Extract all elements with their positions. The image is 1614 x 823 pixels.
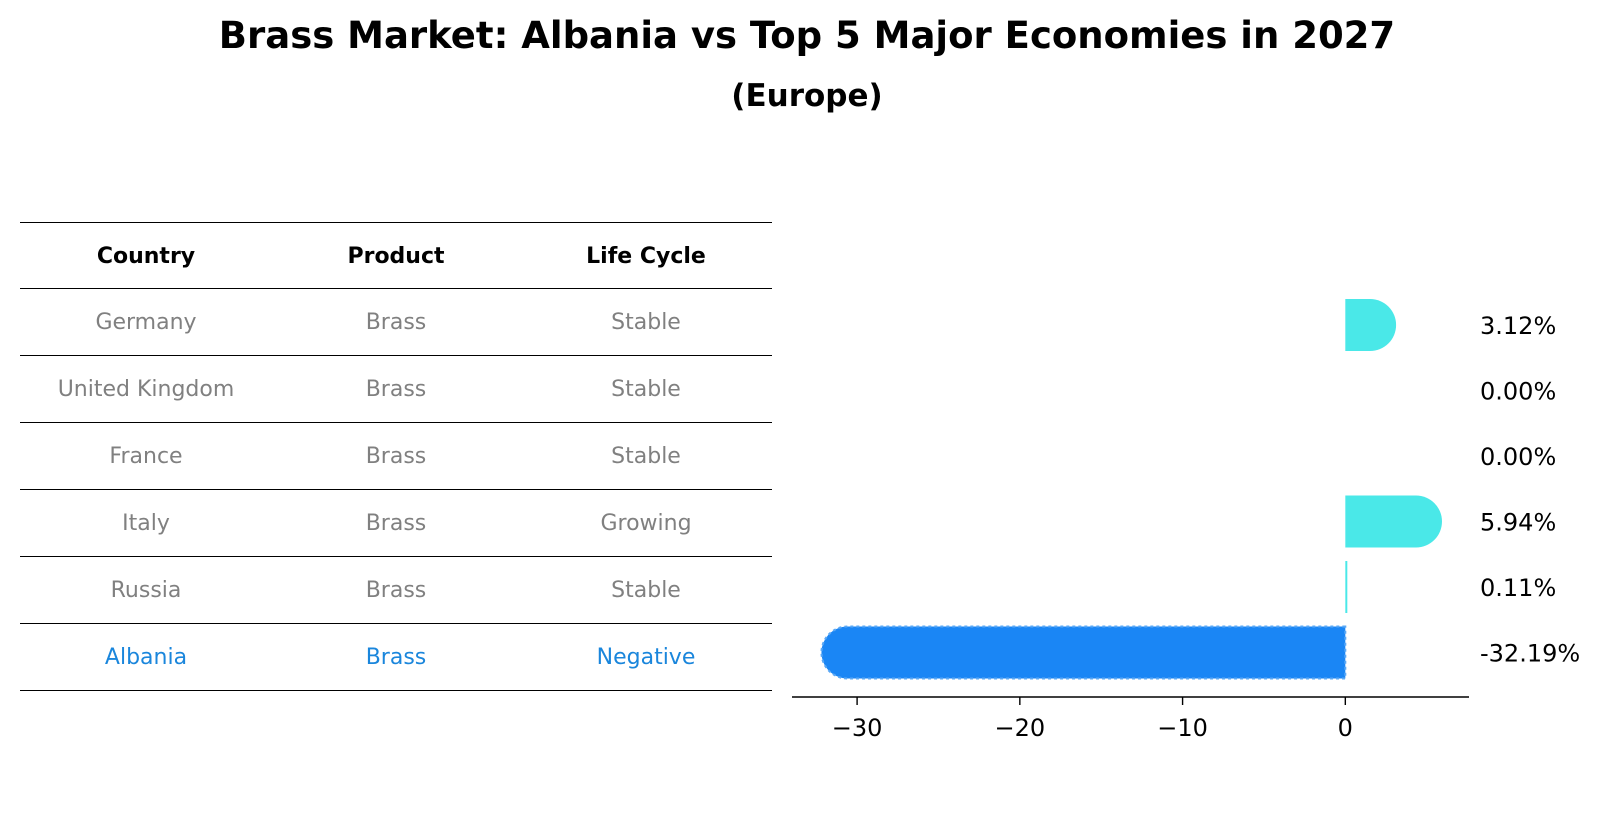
table-row: Germany Brass Stable: [20, 289, 772, 356]
x-tick-label: −10: [1157, 714, 1208, 742]
table-row: United Kingdom Brass Stable: [20, 356, 772, 423]
header-country: Country: [96, 244, 196, 269]
cell-product: Brass: [365, 377, 427, 402]
cell-product: Brass: [365, 511, 427, 536]
cell-product: Brass: [365, 578, 427, 603]
cell-country: Albania: [104, 645, 188, 670]
cell-life-cycle: Stable: [611, 377, 681, 402]
cell-country: France: [109, 444, 183, 469]
cell-country: Russia: [110, 578, 182, 603]
x-tick-label: −30: [832, 714, 883, 742]
table-row-highlighted: Albania Brass Negative: [20, 624, 772, 691]
data-label: 0.00%: [1480, 378, 1556, 406]
x-tick-label: −20: [995, 714, 1046, 742]
cell-product: Brass: [365, 310, 427, 335]
cell-life-cycle: Growing: [600, 511, 692, 536]
data-table: Country Product Life Cycle Germany Brass…: [20, 222, 772, 691]
cell-life-cycle: Stable: [611, 444, 681, 469]
header-product: Product: [347, 244, 445, 269]
table-row: Italy Brass Growing: [20, 490, 772, 557]
bar: [820, 625, 1347, 680]
cell-country: Germany: [95, 310, 197, 335]
bar: [1345, 299, 1397, 351]
data-label: 0.00%: [1480, 443, 1556, 471]
table-row: Russia Brass Stable: [20, 557, 772, 624]
cell-product: Brass: [365, 444, 427, 469]
cell-life-cycle: Negative: [596, 645, 696, 670]
cell-country: United Kingdom: [57, 377, 235, 402]
chart-title: Brass Market: Albania vs Top 5 Major Eco…: [218, 14, 1396, 57]
chart-subtitle: (Europe): [731, 78, 883, 114]
bar: [1345, 495, 1442, 548]
cell-country: Italy: [122, 511, 170, 536]
cell-life-cycle: Stable: [611, 310, 681, 335]
table-header-row: Country Product Life Cycle: [20, 222, 772, 289]
data-label: -32.19%: [1480, 640, 1580, 668]
cell-life-cycle: Stable: [611, 578, 681, 603]
data-label: 5.94%: [1480, 509, 1556, 537]
header-life-cycle: Life Cycle: [586, 244, 706, 269]
bar: [1345, 561, 1348, 613]
data-label: 3.12%: [1480, 312, 1556, 340]
x-tick-label: 0: [1338, 714, 1353, 742]
data-label: 0.11%: [1480, 574, 1556, 602]
cell-product: Brass: [365, 645, 427, 670]
table-row: France Brass Stable: [20, 423, 772, 490]
